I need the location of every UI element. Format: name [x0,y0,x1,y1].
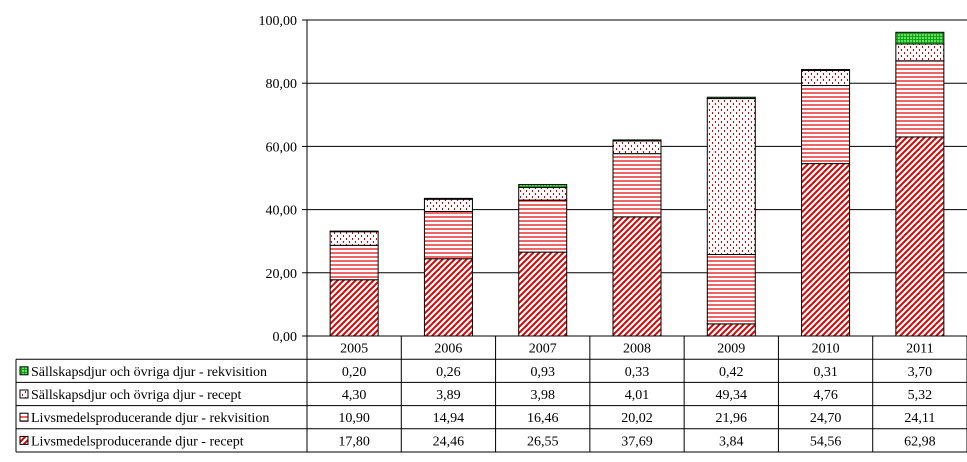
legend-swatch [19,389,29,399]
y-tick-label: 20,00 [266,267,298,282]
bar-segment [329,244,379,281]
data-label: 0,31 [813,365,838,380]
legend-label: Livsmedelsproducerande djur - rekvisitio… [31,411,269,426]
bar-segment [706,98,756,255]
data-label: 24,70 [810,411,842,426]
bar-segment [518,184,568,189]
data-label: 4,76 [813,388,838,403]
legend-swatch [19,435,29,445]
data-label: 4,01 [625,388,650,403]
data-label: 3,98 [530,388,555,403]
data-label: 49,34 [716,388,748,403]
bar-segment [612,140,662,155]
bar-segment [518,251,568,337]
data-label: 62,98 [904,434,936,449]
data-label: 0,42 [719,365,744,380]
x-tick-label: 2005 [340,342,368,357]
bar-segment [801,85,851,165]
x-tick-label: 2009 [717,342,745,357]
bar-segment [706,253,756,325]
data-label: 3,89 [436,388,461,403]
data-label: 3,70 [908,365,933,380]
bar-segment [612,153,662,218]
x-tick-label: 2006 [434,342,462,357]
data-label: 26,55 [527,434,559,449]
bar-segment [423,210,473,260]
data-label: 21,96 [716,411,748,426]
bar-segment [801,163,851,337]
data-label: 3,84 [719,434,744,449]
data-label: 24,11 [904,411,935,426]
bar-segment [895,136,945,337]
y-tick-label: 80,00 [266,77,298,92]
data-label: 0,93 [530,365,555,380]
bar-segment [423,197,473,200]
bar-segment [706,323,756,337]
data-label: 0,33 [625,365,650,380]
bar-segment [518,199,568,253]
data-label: 10,90 [338,411,370,426]
x-tick-label: 2008 [623,342,651,357]
bar-segment [423,198,473,212]
legend-swatch [19,366,29,376]
bar-segment [329,231,379,246]
legend-label: Sällskapsdjur och övriga djur - recept [31,388,241,403]
bar-segment [801,69,851,71]
data-label: 0,26 [436,365,461,380]
x-tick-label: 2011 [906,342,933,357]
bar-segment [895,60,945,138]
data-label: 0,20 [342,365,367,380]
data-label: 14,94 [433,411,465,426]
legend-swatch [19,412,29,422]
data-label: 37,69 [621,434,653,449]
data-label: 16,46 [527,411,559,426]
x-tick-label: 2007 [529,342,557,357]
data-label: 24,46 [433,434,465,449]
y-tick-label: 60,00 [266,140,298,155]
bar-segment [706,96,756,100]
y-tick-label: 40,00 [266,204,298,219]
data-label: 4,30 [342,388,367,403]
y-tick-label: 100,00 [259,14,298,29]
bar-segment [895,31,945,45]
data-label: 54,56 [810,434,842,449]
data-label: 5,32 [908,388,933,403]
bar-segment [423,258,473,337]
y-tick-label: 0,00 [273,330,298,345]
bar-segment [612,139,662,142]
bar-segment [895,43,945,62]
data-label: 20,02 [621,411,653,426]
bar-segment [329,230,379,233]
y-axis-ticks: 0,00 20,00 40,00 60,00 80,00 100,00 [259,14,307,345]
x-tick-label: 2010 [812,342,840,357]
legend-label: Livsmedelsproducerande djur - recept [31,434,244,449]
bar-segment [329,279,379,337]
bars [329,31,945,337]
data-label: 17,80 [338,434,370,449]
bar-segment [518,187,568,201]
legend-label: Sällskapsdjur och övriga djur - rekvisit… [31,365,267,380]
bar-segment [612,216,662,337]
bar-segment [801,69,851,87]
data-table: 2005 2006 2007 2008 2009 2010 2011 Sällskapsdju… [15,335,967,453]
